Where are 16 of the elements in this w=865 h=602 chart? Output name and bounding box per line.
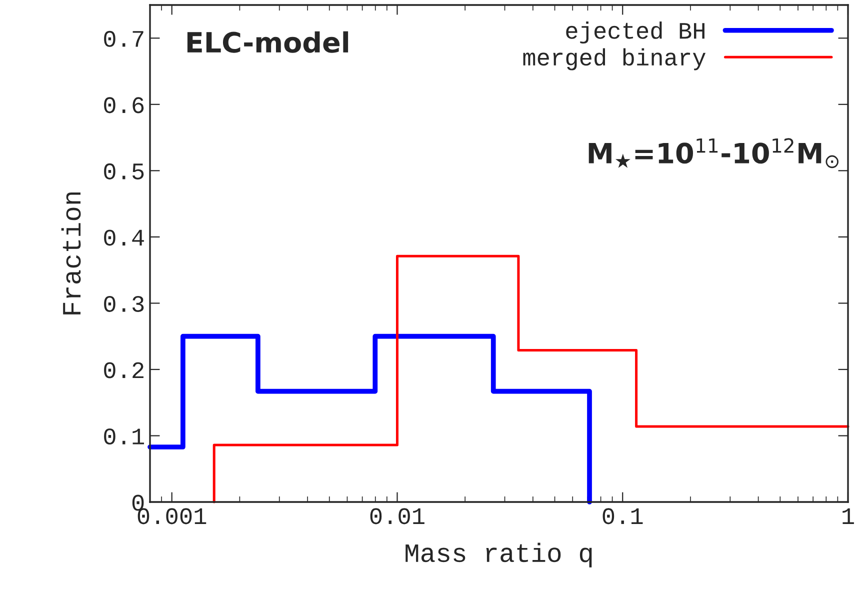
annotation: ELC-model [187, 31, 348, 53]
y-tick-label: 0.5 [104, 163, 144, 180]
y-tick-label: 0.4 [104, 230, 144, 246]
legend-label: ejected BH [566, 22, 704, 44]
x-tick-label: 1 [842, 508, 854, 524]
x-tick-label: 0.01 [370, 508, 424, 524]
y-axis-title: Fraction [61, 192, 81, 314]
y-tick-label: 0.7 [104, 30, 144, 47]
annotation: M$_{★}$=10$^{11}$-10$^{12}$M$_{⊙}$ [588, 138, 838, 168]
legend-label: merged binary [523, 48, 706, 70]
x-axis-title: Mass ratio q [406, 542, 592, 568]
x-tick-label: 0.1 [602, 508, 643, 524]
y-tick-label: 0.1 [104, 428, 144, 445]
y-tick-label: 0.3 [104, 296, 144, 312]
y-tick-label: 0.2 [104, 362, 144, 378]
y-tick-label: 0.6 [104, 97, 144, 114]
